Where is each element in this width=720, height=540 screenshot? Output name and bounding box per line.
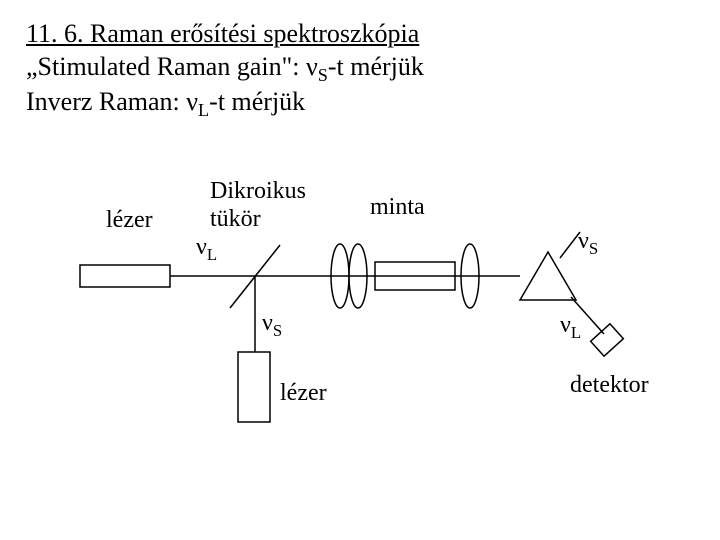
nuS2-base: ν	[578, 228, 589, 254]
label-tukor: tükör	[210, 206, 261, 233]
prism	[520, 252, 576, 300]
label-detektor: detektor	[570, 372, 649, 399]
label-nu-l-in: νL	[196, 234, 217, 265]
nuL1-sub: L	[207, 245, 217, 264]
detector-box	[591, 324, 624, 356]
nuL2-base: ν	[560, 312, 571, 338]
nuL1-base: ν	[196, 234, 207, 260]
label-minta: minta	[370, 194, 425, 221]
label-nu-s-in: νS	[262, 310, 282, 341]
nuS2-sub: S	[589, 239, 598, 258]
label-nu-s-out: νS	[578, 228, 598, 259]
label-lezer-2: lézer	[280, 380, 327, 407]
label-lezer-1: lézer	[106, 207, 153, 234]
label-dikroikus: Dikroikus	[210, 178, 306, 205]
raman-diagram	[0, 0, 720, 540]
detector-box-group	[591, 324, 624, 356]
beam-nu-s-out	[560, 232, 580, 258]
page: 11. 6. Raman erősítési spektroszkópia „S…	[0, 0, 720, 540]
laser1-box	[80, 265, 170, 287]
laser2-box	[238, 352, 270, 422]
nuS1-base: ν	[262, 310, 273, 336]
nuL2-sub: L	[571, 323, 581, 342]
nuS1-sub: S	[273, 321, 282, 340]
label-nu-l-out: νL	[560, 312, 581, 343]
